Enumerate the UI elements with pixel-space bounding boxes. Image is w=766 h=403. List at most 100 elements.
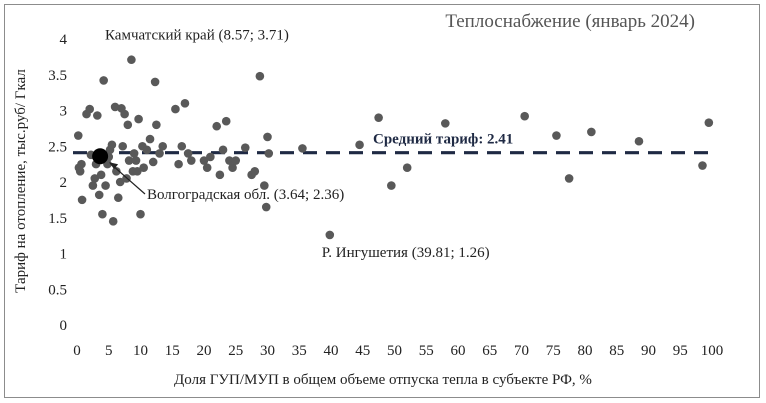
data-point bbox=[142, 145, 152, 155]
data-point bbox=[231, 156, 241, 165]
x-tick-label-90: 90 bbox=[641, 343, 656, 359]
data-point bbox=[261, 202, 271, 212]
x-tick-label-100: 100 bbox=[701, 343, 724, 359]
data-point bbox=[325, 230, 335, 240]
x-tick-label-65: 65 bbox=[482, 343, 497, 359]
y-tick-label-0.5: 0.5 bbox=[48, 282, 67, 298]
data-point bbox=[704, 118, 714, 127]
x-tick-label-70: 70 bbox=[514, 343, 529, 359]
data-point bbox=[374, 113, 383, 122]
data-point bbox=[139, 163, 148, 172]
data-point bbox=[131, 156, 141, 165]
data-point bbox=[73, 131, 83, 140]
data-point bbox=[206, 152, 215, 162]
annotation-arrowhead-volgograd bbox=[109, 162, 119, 170]
data-point bbox=[148, 157, 158, 167]
y-tick-label-2.5: 2.5 bbox=[48, 139, 67, 155]
data-point bbox=[634, 136, 644, 146]
data-point bbox=[225, 156, 234, 165]
data-point bbox=[187, 156, 196, 165]
data-point bbox=[199, 156, 209, 165]
annotation-ingushetia: Р. Ингушетия (39.81; 1.26) bbox=[322, 245, 490, 261]
data-point bbox=[387, 181, 396, 190]
y-tick-label-3: 3 bbox=[60, 104, 68, 120]
y-axis-label: Тариф на отопление, тыс.руб/ Гкал bbox=[13, 69, 29, 293]
x-tick-label-30: 30 bbox=[260, 343, 275, 359]
data-point bbox=[101, 181, 110, 190]
data-point bbox=[124, 156, 134, 165]
data-point bbox=[441, 119, 450, 128]
data-point bbox=[183, 149, 193, 158]
x-tick-label-35: 35 bbox=[292, 343, 307, 359]
data-point bbox=[120, 109, 129, 119]
highlight-point-volgograd bbox=[92, 148, 109, 165]
x-tick-label-45: 45 bbox=[355, 343, 370, 359]
data-point bbox=[90, 174, 100, 183]
data-point bbox=[250, 166, 260, 176]
data-point bbox=[177, 141, 187, 151]
data-point bbox=[520, 111, 529, 121]
data-point bbox=[75, 166, 85, 176]
data-point bbox=[355, 140, 364, 150]
data-point bbox=[150, 77, 160, 87]
y-tick-label-1.5: 1.5 bbox=[48, 211, 67, 227]
data-point bbox=[174, 159, 183, 169]
data-point bbox=[263, 132, 272, 142]
data-point bbox=[88, 181, 98, 190]
y-tick-label-0: 0 bbox=[60, 318, 68, 334]
data-point bbox=[298, 144, 307, 153]
x-tick-label-75: 75 bbox=[546, 343, 561, 359]
data-point bbox=[107, 140, 117, 150]
data-point bbox=[171, 104, 180, 114]
data-point bbox=[93, 111, 102, 120]
data-point bbox=[228, 163, 237, 172]
data-point bbox=[155, 149, 164, 158]
data-point bbox=[202, 163, 212, 172]
x-tick-label-40: 40 bbox=[324, 343, 339, 359]
data-point bbox=[264, 149, 274, 158]
scatter-chart: 0 5 10 15 20 25 30 35 40 45 50 55 60 65 70 75 80 85 90 95 10… bbox=[13, 11, 724, 388]
data-point bbox=[402, 163, 412, 172]
x-tick-label-55: 55 bbox=[419, 343, 434, 359]
x-tick-label-0: 0 bbox=[73, 343, 81, 359]
x-tick-label-85: 85 bbox=[609, 343, 624, 359]
chart-frame: 0 5 10 15 20 25 30 35 40 45 50 55 60 65 70 75 80 85 90 95 10… bbox=[4, 4, 760, 398]
x-tick-label-10: 10 bbox=[133, 343, 148, 359]
x-tick-label-95: 95 bbox=[673, 343, 688, 359]
x-tick-label-25: 25 bbox=[228, 343, 243, 359]
data-point bbox=[94, 190, 104, 200]
data-point bbox=[99, 76, 108, 85]
x-tick-label-20: 20 bbox=[197, 343, 212, 359]
data-point bbox=[240, 143, 250, 152]
mean-tariff-label: Средний тариф: 2.41 bbox=[373, 132, 513, 148]
data-point bbox=[129, 149, 139, 158]
data-point bbox=[77, 159, 86, 169]
data-point bbox=[698, 161, 707, 170]
data-point bbox=[564, 174, 574, 183]
data-point bbox=[158, 141, 168, 151]
data-point bbox=[255, 71, 265, 81]
data-point bbox=[145, 134, 155, 144]
data-point bbox=[133, 166, 142, 176]
data-point bbox=[118, 141, 128, 151]
data-point bbox=[587, 127, 596, 137]
data-point bbox=[218, 145, 228, 155]
y-tick-label-3.5: 3.5 bbox=[48, 68, 67, 84]
y-tick-label-2: 2 bbox=[60, 175, 68, 191]
chart-title: Теплоснабжение (январь 2024) bbox=[445, 11, 695, 32]
data-point bbox=[136, 209, 145, 219]
data-point bbox=[180, 99, 190, 108]
data-point bbox=[212, 121, 221, 131]
data-point bbox=[215, 170, 225, 180]
annotation-volgograd: Волгоградская обл. (3.64; 2.36) bbox=[147, 187, 344, 203]
data-point bbox=[123, 120, 133, 130]
x-tick-label-60: 60 bbox=[451, 343, 466, 359]
data-point bbox=[96, 170, 106, 180]
data-point bbox=[260, 181, 269, 190]
x-tick-label-50: 50 bbox=[387, 343, 402, 359]
data-point bbox=[552, 131, 561, 140]
x-tick-label-5: 5 bbox=[105, 343, 113, 359]
annotation-kamchatka: Камчатский край (8.57; 3.71) bbox=[105, 28, 289, 44]
data-point bbox=[113, 193, 123, 203]
x-axis-label: Доля ГУП/МУП в общем объеме отпуска тепл… bbox=[174, 372, 592, 388]
